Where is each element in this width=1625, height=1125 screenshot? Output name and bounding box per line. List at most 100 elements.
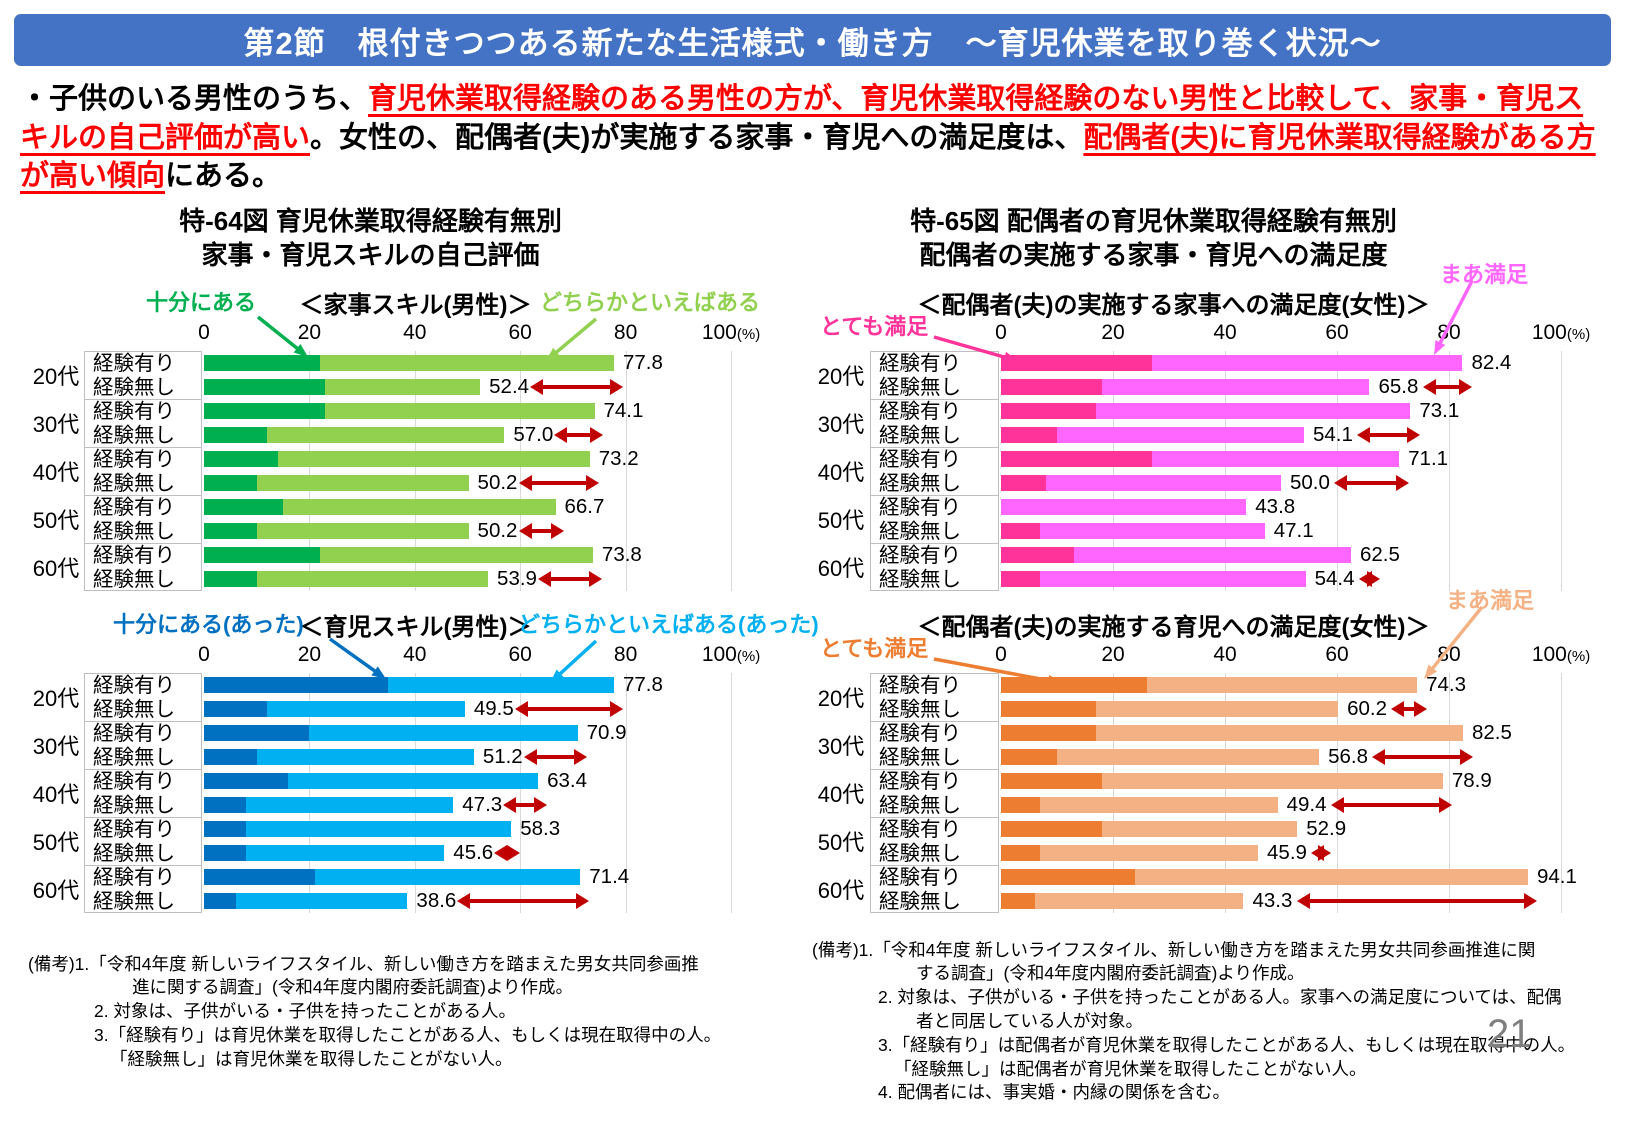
gap-arrow-icon [538,570,602,587]
bar-row: 47.1 [1001,519,1561,543]
stacked-bar [1001,522,1265,539]
bar-segment-strong [1001,450,1153,467]
bar-segment-strong [204,724,310,741]
axis-tick-0: 0 [995,320,1007,344]
bar-row: 56.8 [1001,745,1561,769]
label-cell-40代: 経験有り 経験無し [85,770,201,818]
bar-segment-weak [288,772,539,789]
stacked-bar [1001,474,1281,491]
value-label: 51.2 [482,744,523,768]
axis-tick-100: 100(%) [1532,321,1590,345]
bar-segment-strong [204,354,320,371]
age-label-50代: 50代 [32,829,80,855]
bar-segment-weak [1073,546,1351,563]
stacked-bar [204,498,556,515]
axis-tick-0: 0 [198,320,210,344]
bar-segment-weak [235,892,408,909]
bar-segment-strong [1001,474,1046,491]
row-label-box: 経験有り 経験無し 経験有り 経験無し 経験有り 経験無し 経験有り 経験無し 経験有り 経験無し [870,672,999,914]
stacked-bar [204,844,445,861]
value-label: 47.3 [462,792,503,816]
gap-arrow-left-head [1330,796,1344,813]
legend-label-strong: 十分にある [146,289,257,315]
gap-arrow-right-head [1524,892,1538,909]
label-cell-60代: 経験有り 経験無し [871,866,998,914]
axis-tick-20: 20 [1101,320,1125,344]
gridline-100 [731,350,732,591]
label-cell-50代: 経験有り 経験無し [85,818,201,866]
legend-label-weak: どちらかといえばある [540,289,761,315]
bar-row: 94.1 [1001,865,1577,889]
bar-segment-weak [256,474,469,491]
gap-arrow-left-head [1422,378,1436,395]
value-label: 50.0 [1290,470,1330,494]
gap-arrow-icon [523,748,587,765]
stacked-bar [1001,796,1278,813]
axis-tick-60: 60 [508,642,532,666]
label-cell-20代: 経験有り 経験無し [85,674,201,722]
stacked-bar [1001,892,1244,909]
experience-label: 経験無し [879,471,961,495]
bar-segment-weak [314,868,581,885]
experience-label: 経験無し [93,697,175,721]
stacked-bar [1001,402,1411,419]
value-label: 52.9 [1306,816,1347,840]
age-label-50代: 50代 [32,507,80,533]
gap-arrow-left-head [538,570,552,587]
stacked-bar [1001,676,1418,693]
bar-row: 54.4 [1001,567,1561,591]
experience-label: 経験無し [879,889,961,913]
bar-segment-weak [1101,378,1370,395]
gridline-80 [1449,350,1450,591]
bar-segment-weak [1152,450,1400,467]
gap-arrow-line [529,480,588,485]
gap-arrow-line [468,898,579,903]
chart-subtitle: ＜育児スキル(男性)＞ [299,613,532,641]
axis-tick-20: 20 [297,320,322,344]
bar-segment-strong [204,402,326,419]
bar-segment-weak [246,796,454,813]
gap-arrow-line [1433,384,1461,389]
gap-arrow-icon [1357,426,1420,443]
bar-segment-strong [204,570,257,587]
stacked-bar [1001,724,1463,741]
bar-segment-strong [1001,354,1153,371]
gap-arrow-line [541,384,612,389]
age-label-40代: 40代 [817,459,865,485]
experience-label: 経験有り [93,351,175,375]
value-label: 71.1 [1408,446,1449,470]
bar-segment-strong [1001,724,1097,741]
axis-tick-60: 60 [1325,642,1349,666]
bar-segment-strong [204,498,284,515]
experience-label: 経験無し [93,519,175,543]
gap-arrow-right-head [551,522,565,539]
experience-label: 経験有り [93,673,175,697]
bar-segment-strong [1001,426,1057,443]
label-cell-30代: 経験有り 経験無し [871,722,998,770]
gridline-60 [1337,672,1338,913]
gridline-60 [520,350,522,591]
experience-label: 経験無し [93,793,175,817]
stacked-bar [1001,546,1351,563]
chart-ikuji-skill: ＜育児スキル(男性)＞ 十分にある(あった) どちらかといえばある(あった) 0 20 4… [28,607,819,913]
bar-segment-weak [256,522,469,539]
age-label-30代: 30代 [817,733,865,759]
value-label: 82.5 [1472,720,1512,744]
stacked-bar [204,796,454,813]
axis-tick-100: 100(%) [702,321,760,345]
gap-arrow-right-head [609,700,623,717]
bar-segment-weak [1001,498,1247,515]
axis-max-label: 100 [701,642,737,666]
gap-arrow-icon [514,700,623,717]
axis-tick-100: 100(%) [702,643,760,667]
bar-row: 43.3 [1001,889,1561,913]
axis-tick-20: 20 [297,642,322,666]
label-cell-60代: 経験有り 経験無し [85,544,201,592]
experience-label: 経験無し [879,793,961,817]
age-label-40代: 40代 [817,781,865,807]
bar-row: 49.4 [1001,793,1561,817]
stacked-bar [1001,426,1304,443]
bar-row: 63.4 [204,769,731,793]
chart-subtitle: ＜配偶者(夫)の実施する育児への満足度(女性)＞ [917,613,1430,641]
label-cell-20代: 経験有り 経験無し [871,352,998,400]
